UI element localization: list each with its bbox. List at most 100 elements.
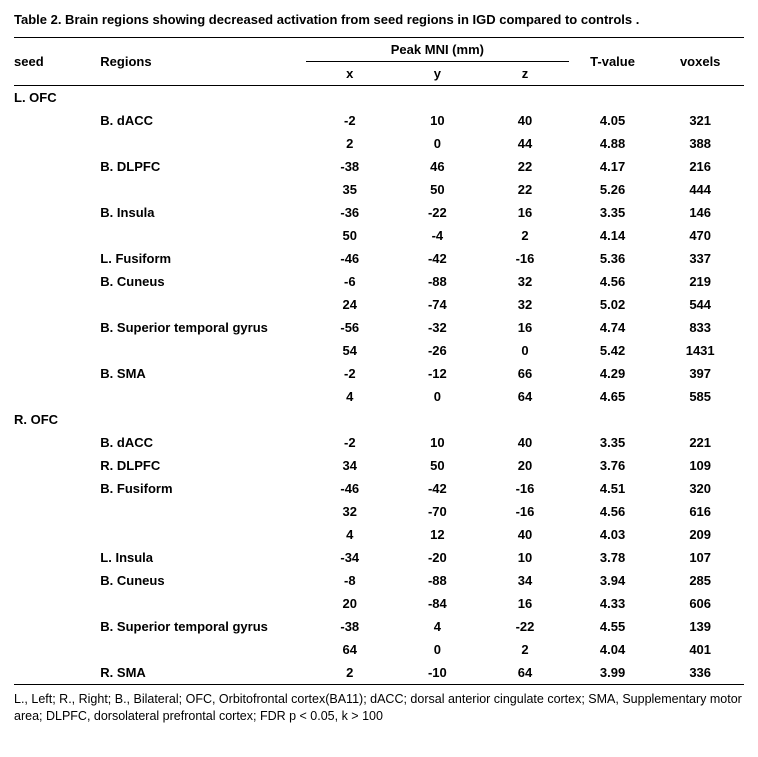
- data-table: seed Regions Peak MNI (mm) T-value voxel…: [14, 37, 744, 685]
- cell-seed: [14, 178, 94, 201]
- table-row: B. dACC-210404.05321: [14, 109, 744, 132]
- cell-y: 4: [394, 615, 482, 638]
- cell-x: 2: [306, 661, 394, 685]
- cell-voxels: 616: [656, 500, 744, 523]
- table-row: 24-74325.02544: [14, 293, 744, 316]
- cell-z: 16: [481, 316, 569, 339]
- cell-region: B. Cuneus: [94, 569, 306, 592]
- table-row: B. dACC-210403.35221: [14, 431, 744, 454]
- cell-region: L. Insula: [94, 546, 306, 569]
- cell-tvalue: 4.51: [569, 477, 657, 500]
- table-row: B. Superior temporal gyrus-384-224.55139: [14, 615, 744, 638]
- cell-z: -16: [481, 500, 569, 523]
- cell-tvalue: 3.99: [569, 661, 657, 685]
- cell-region: B. dACC: [94, 431, 306, 454]
- table-row: B. Superior temporal gyrus-56-32164.7483…: [14, 316, 744, 339]
- cell-tvalue: 5.26: [569, 178, 657, 201]
- cell-y: -32: [394, 316, 482, 339]
- cell-tvalue: 4.04: [569, 638, 657, 661]
- cell-voxels: 585: [656, 385, 744, 408]
- cell-tvalue: 4.56: [569, 500, 657, 523]
- cell-seed: [14, 339, 94, 362]
- table-row: L. Fusiform-46-42-165.36337: [14, 247, 744, 270]
- cell-seed: [14, 132, 94, 155]
- cell-voxels: 320: [656, 477, 744, 500]
- cell-z: 2: [481, 638, 569, 661]
- cell-x: 2: [306, 132, 394, 155]
- cell-tvalue: 4.05: [569, 109, 657, 132]
- cell-tvalue: 3.35: [569, 431, 657, 454]
- cell-tvalue: 4.65: [569, 385, 657, 408]
- cell-x: -38: [306, 615, 394, 638]
- cell-empty: [569, 408, 657, 431]
- cell-tvalue: 5.42: [569, 339, 657, 362]
- table-row: 3550225.26444: [14, 178, 744, 201]
- cell-empty: [656, 408, 744, 431]
- cell-region: B. Fusiform: [94, 477, 306, 500]
- cell-empty: [481, 408, 569, 431]
- cell-x: -2: [306, 362, 394, 385]
- cell-z: 22: [481, 178, 569, 201]
- cell-x: -2: [306, 431, 394, 454]
- cell-x: -36: [306, 201, 394, 224]
- table-row: 412404.03209: [14, 523, 744, 546]
- cell-tvalue: 4.56: [569, 270, 657, 293]
- cell-empty: [306, 86, 394, 110]
- table-title: Table 2. Brain regions showing decreased…: [14, 12, 744, 27]
- cell-x: -38: [306, 155, 394, 178]
- cell-x: -46: [306, 247, 394, 270]
- cell-x: 32: [306, 500, 394, 523]
- cell-tvalue: 5.02: [569, 293, 657, 316]
- cell-voxels: 470: [656, 224, 744, 247]
- cell-empty: [394, 408, 482, 431]
- cell-tvalue: 3.94: [569, 569, 657, 592]
- cell-z: 10: [481, 546, 569, 569]
- table-row: L. Insula-34-20103.78107: [14, 546, 744, 569]
- cell-tvalue: 4.55: [569, 615, 657, 638]
- cell-region: [94, 132, 306, 155]
- cell-z: 2: [481, 224, 569, 247]
- cell-region: [94, 638, 306, 661]
- cell-voxels: 219: [656, 270, 744, 293]
- cell-y: 0: [394, 385, 482, 408]
- cell-tvalue: 4.03: [569, 523, 657, 546]
- cell-region: B. Superior temporal gyrus: [94, 615, 306, 638]
- cell-seed: [14, 155, 94, 178]
- cell-x: -6: [306, 270, 394, 293]
- cell-seed: [14, 477, 94, 500]
- cell-seed: [14, 385, 94, 408]
- cell-seed: [14, 569, 94, 592]
- cell-y: 0: [394, 132, 482, 155]
- cell-voxels: 146: [656, 201, 744, 224]
- cell-z: 16: [481, 201, 569, 224]
- cell-voxels: 1431: [656, 339, 744, 362]
- cell-x: -56: [306, 316, 394, 339]
- table-footnote: L., Left; R., Right; B., Bilateral; OFC,…: [14, 691, 744, 725]
- cell-z: 64: [481, 661, 569, 685]
- cell-tvalue: 4.14: [569, 224, 657, 247]
- cell-seed: [14, 661, 94, 685]
- cell-z: 40: [481, 523, 569, 546]
- cell-tvalue: 4.74: [569, 316, 657, 339]
- table-row: 50-424.14470: [14, 224, 744, 247]
- cell-x: 4: [306, 523, 394, 546]
- cell-y: -4: [394, 224, 482, 247]
- table-row: 64024.04401: [14, 638, 744, 661]
- cell-voxels: 109: [656, 454, 744, 477]
- cell-seed: [14, 270, 94, 293]
- col-tvalue: T-value: [569, 38, 657, 86]
- cell-seed: [14, 109, 94, 132]
- cell-region: B. Superior temporal gyrus: [94, 316, 306, 339]
- cell-y: -84: [394, 592, 482, 615]
- cell-tvalue: 4.88: [569, 132, 657, 155]
- cell-region: B. DLPFC: [94, 155, 306, 178]
- cell-seed: [14, 293, 94, 316]
- cell-z: 20: [481, 454, 569, 477]
- cell-voxels: 221: [656, 431, 744, 454]
- table-row: B. DLPFC-3846224.17216: [14, 155, 744, 178]
- table-row: B. SMA-2-12664.29397: [14, 362, 744, 385]
- cell-y: 10: [394, 431, 482, 454]
- seed-label: R. OFC: [14, 408, 94, 431]
- cell-seed: [14, 500, 94, 523]
- cell-region: [94, 385, 306, 408]
